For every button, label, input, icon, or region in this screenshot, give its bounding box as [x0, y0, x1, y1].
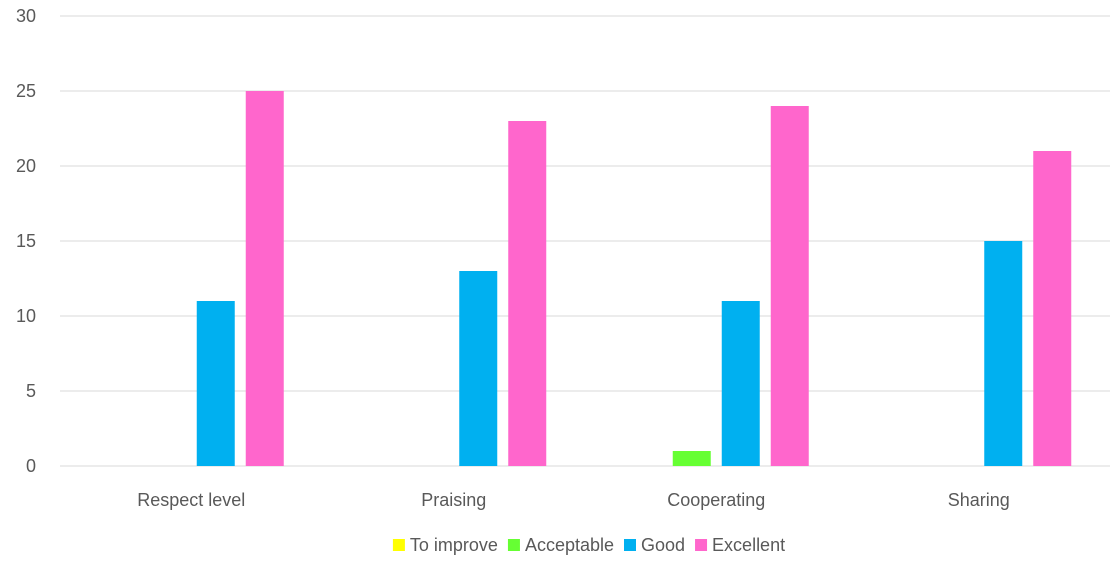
x-category-label: Praising — [421, 490, 486, 510]
legend-swatch — [695, 539, 708, 551]
y-tick-label: 30 — [16, 6, 36, 26]
y-axis-tick-labels: 0 5 10 15 20 25 30 — [16, 6, 36, 476]
y-tick-label: 20 — [16, 156, 36, 176]
legend-label: Good — [641, 535, 685, 555]
x-axis-category-labels: Respect level Praising Cooperating Sharing — [137, 490, 1010, 510]
bar-excellent-cooperating — [770, 106, 809, 466]
y-tick-label: 25 — [16, 81, 36, 101]
bar-good-cooperating — [721, 301, 760, 466]
bar-excellent-respect-level — [245, 91, 284, 466]
legend-swatch — [624, 539, 636, 551]
gridlines — [60, 15, 1110, 467]
y-tick-label: 5 — [26, 381, 36, 401]
y-tick-label: 10 — [16, 306, 36, 326]
bar-acceptable-cooperating — [672, 451, 711, 466]
bar-excellent-praising — [508, 121, 547, 466]
y-tick-label: 0 — [26, 456, 36, 476]
legend-label: Acceptable — [525, 535, 614, 555]
legend: To improve Acceptable Good Excellent — [392, 535, 785, 555]
bar-good-sharing — [984, 241, 1023, 466]
bars — [196, 91, 1072, 466]
bar-good-praising — [459, 271, 498, 466]
x-category-label: Cooperating — [667, 490, 765, 510]
bar-good-respect-level — [196, 301, 235, 466]
legend-label: Excellent — [712, 535, 785, 555]
legend-swatch — [392, 539, 405, 551]
y-tick-label: 15 — [16, 231, 36, 251]
x-category-label: Sharing — [948, 490, 1010, 510]
bar-excellent-sharing — [1033, 151, 1072, 466]
legend-label: To improve — [410, 535, 498, 555]
x-category-label: Respect level — [137, 490, 245, 510]
legend-swatch — [507, 539, 520, 551]
